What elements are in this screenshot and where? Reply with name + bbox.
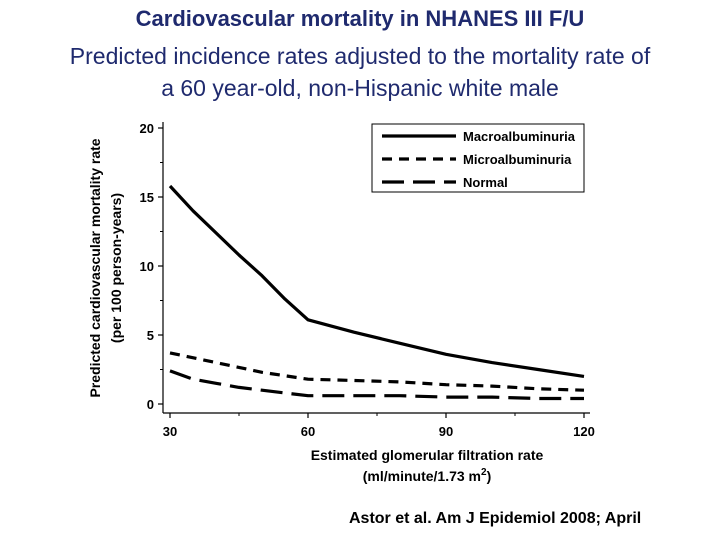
subtitle-line-2: a 60 year‐old, non-Hispanic white male	[161, 75, 559, 101]
x-tick-label: 60	[301, 424, 315, 439]
axes: 30 60 90 120 0 5 10 15 20	[140, 121, 595, 439]
x-axis-label-main: (ml/minute/1.73 m	[363, 468, 481, 484]
y-tick-label: 0	[147, 397, 154, 412]
legend: Macroalbuminuria Microalbuminuria Normal	[371, 123, 585, 193]
y-tick-label: 15	[140, 190, 154, 205]
citation: Astor et al. Am J Epidemiol 2008; April	[349, 510, 642, 527]
legend-label-normal: Normal	[463, 175, 508, 190]
x-axis-label-line-1: Estimated glomerular filtration rate	[311, 447, 544, 463]
x-tick-label: 30	[163, 424, 177, 439]
series-line-microalbuminuria	[169, 351, 585, 392]
x-tick-label: 90	[439, 424, 453, 439]
x-axis-label-close: )	[487, 468, 492, 484]
series-line-normal	[169, 369, 584, 401]
x-tick-label: 120	[573, 424, 595, 439]
x-axis-label-line-2: (ml/minute/1.73 m2)	[363, 467, 492, 484]
slide-subtitle: Predicted incidence rates adjusted to th…	[0, 40, 720, 104]
slide-title: Cardiovascular mortality in NHANES III F…	[135, 6, 585, 31]
y-tick-label: 10	[140, 259, 154, 274]
y-tick-label: 20	[140, 121, 154, 136]
x-axis-label-superscript: 2	[481, 467, 487, 478]
subtitle-line-1: Predicted incidence rates adjusted to th…	[69, 43, 651, 69]
y-axis-label-line-1: Predicted cardiovascular mortality rate	[87, 138, 103, 397]
legend-label-macroalbuminuria: Macroalbuminuria	[463, 129, 576, 144]
series-lines	[168, 184, 585, 401]
legend-label-microalbuminuria: Microalbuminuria	[463, 152, 572, 167]
y-axis-label-line-2: (per 100 person-years)	[108, 193, 124, 343]
series-line-macroalbuminuria	[168, 184, 585, 378]
y-tick-label: 5	[147, 328, 154, 343]
